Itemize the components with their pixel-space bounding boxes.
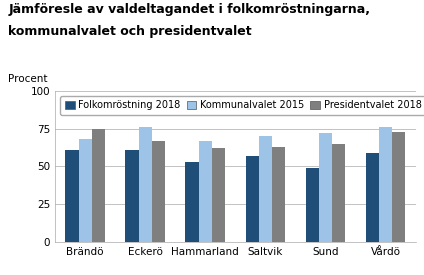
Legend: Folkomröstning 2018, Kommunalvalet 2015, Presidentvalet 2018: Folkomröstning 2018, Kommunalvalet 2015,…: [60, 96, 424, 115]
Text: Jämföresle av valdeltagandet i folkomröstningarna,: Jämföresle av valdeltagandet i folkomrös…: [8, 3, 371, 16]
Bar: [212, 148, 225, 242]
Bar: [379, 127, 392, 242]
Bar: [245, 156, 259, 242]
Bar: [185, 162, 199, 242]
Bar: [319, 133, 332, 242]
Bar: [126, 150, 139, 242]
Bar: [332, 144, 345, 242]
Bar: [272, 147, 285, 242]
Bar: [365, 153, 379, 242]
Bar: [306, 168, 319, 242]
Text: Procent: Procent: [8, 74, 48, 84]
Bar: [259, 136, 272, 242]
Bar: [92, 129, 105, 242]
Bar: [78, 139, 92, 242]
Bar: [139, 127, 152, 242]
Bar: [199, 141, 212, 242]
Bar: [65, 150, 78, 242]
Bar: [152, 141, 165, 242]
Bar: [392, 132, 405, 242]
Text: kommunalvalet och presidentvalet: kommunalvalet och presidentvalet: [8, 25, 252, 38]
